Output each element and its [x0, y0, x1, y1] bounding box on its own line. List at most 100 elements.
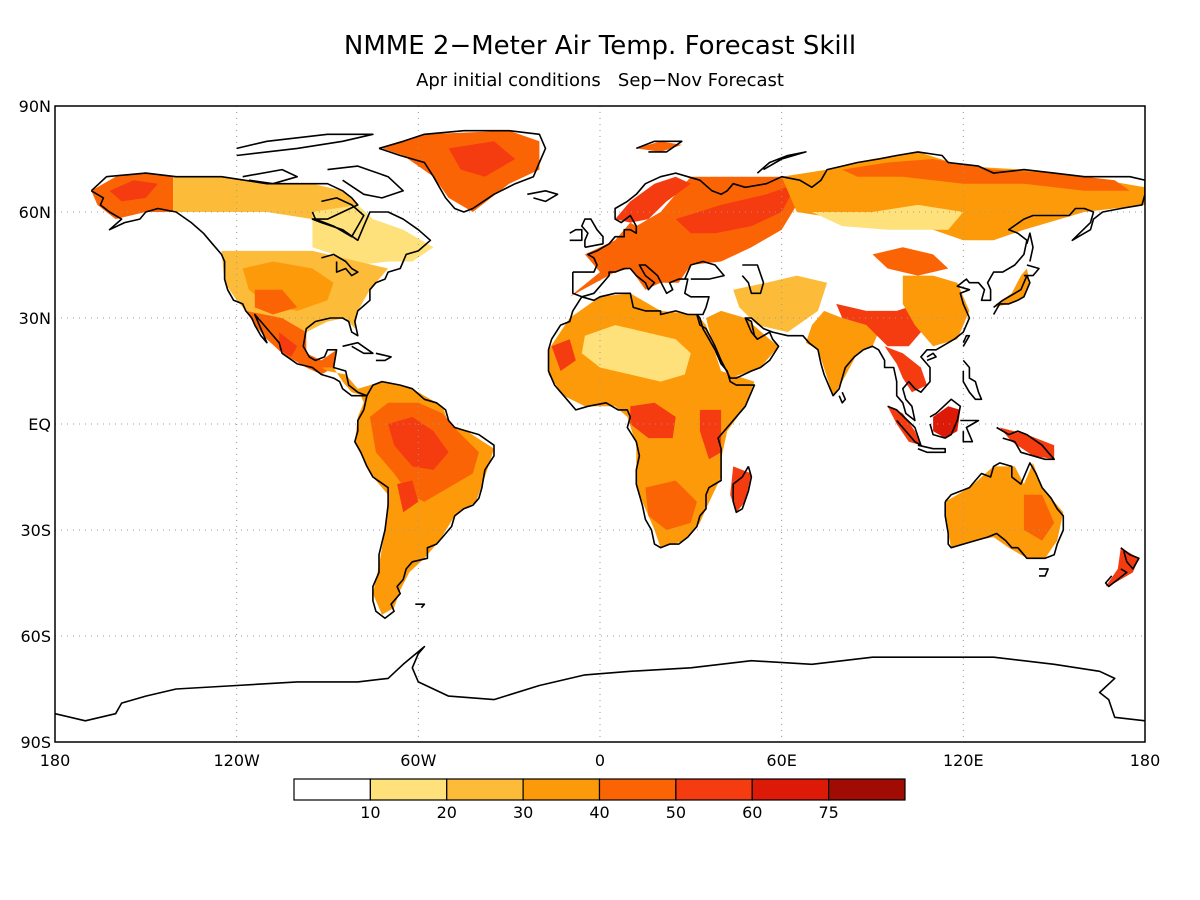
coastline-antarctica: [55, 645, 1145, 722]
legend-label: 20: [437, 803, 457, 822]
skill-region-new-zealand: [1105, 547, 1139, 587]
coastline-africa: [547, 292, 756, 549]
skill-region-madagascar: [730, 466, 752, 513]
skill-region-new-guinea: [999, 427, 1055, 460]
coastline-caspian: [741, 264, 765, 295]
coastline-north-america: [90, 172, 432, 397]
skill-region-svalbard: [636, 141, 682, 152]
coastline-hispaniola: [375, 352, 392, 362]
longitude-tick-labels: 180 120W 60W 0 60E 120E 180: [40, 751, 1161, 770]
skill-region-canada-east: [312, 204, 434, 265]
legend-swatch-1: [369, 778, 448, 801]
skill-region-iran-central-asia: [733, 275, 828, 333]
skill-region-se-asia: [884, 346, 927, 393]
coastline-taiwan: [962, 334, 971, 347]
lat-tick-label: EQ: [28, 415, 51, 434]
coastline-south-america: [353, 380, 495, 620]
legend-label: 30: [513, 803, 533, 822]
coastline-new-zealand-south: [1104, 568, 1128, 588]
legend-swatch-2: [446, 778, 524, 801]
lon-tick-label: 120E: [943, 751, 984, 770]
lon-tick-label: 0: [595, 751, 605, 770]
coastline-novaya-zemlya: [756, 151, 807, 174]
coastline-eurasia: [571, 151, 1145, 422]
coastline-hokkaido: [1023, 264, 1040, 277]
skill-region-scandinavia: [615, 176, 691, 223]
legend-swatch-3: [522, 778, 601, 801]
skill-region-greenland-core: [448, 141, 516, 177]
lat-tick-label: 60N: [19, 203, 51, 222]
legend-swatch-6: [751, 778, 830, 801]
legend-swatch-5: [675, 778, 753, 801]
skill-region-china-east: [902, 275, 970, 347]
coastline-java: [917, 444, 947, 454]
coastline-new-guinea: [996, 426, 1055, 461]
skill-region-canada-north: [173, 176, 358, 220]
lon-tick-label: 180: [1130, 751, 1161, 770]
lon-tick-label: 120W: [213, 751, 260, 770]
coastline-victoria-island: [242, 168, 299, 185]
lat-tick-label: 30S: [20, 521, 51, 540]
skill-region-mexico-core: [279, 332, 298, 357]
coastline-tierra-islands: [415, 603, 426, 609]
legend-label: 60: [742, 803, 762, 822]
coastline-baffin: [327, 165, 405, 199]
lat-tick-label: 30N: [19, 309, 51, 328]
skill-region-himalaya-china: [836, 303, 927, 347]
lon-tick-label: 60E: [766, 751, 796, 770]
lon-tick-label: 60W: [400, 751, 436, 770]
coastline-hainan: [926, 352, 937, 362]
coastline-new-zealand-north: [1120, 547, 1140, 570]
skill-region-alaska-core: [109, 180, 158, 202]
skill-region-amazon-core: [388, 416, 449, 470]
skill-region-siberia-west: [811, 204, 964, 230]
skill-region-south-africa: [645, 480, 697, 530]
legend-swatch-0: [293, 778, 371, 801]
legend-label: 40: [589, 803, 609, 822]
color-legend: 10 20 30 40 50 60 75: [293, 778, 906, 822]
skill-region-australia-east: [1023, 494, 1055, 541]
coastline-sri-lanka: [838, 391, 847, 404]
coastline-great-lakes: [321, 253, 359, 277]
skill-region-siberia-north: [842, 159, 1130, 191]
coastline-hudson-bay: [311, 197, 365, 238]
legend-label: 50: [666, 803, 686, 822]
skill-region-central-africa: [630, 402, 676, 439]
coastline-greenland: [378, 129, 547, 213]
skill-region-malaysia-sumatra: [887, 406, 921, 446]
skill-fill-layer: [91, 130, 1145, 615]
coastline-japan: [992, 274, 1031, 315]
chart-title: NMME 2−Meter Air Temp. Forecast Skill: [344, 31, 856, 61]
skill-region-india: [805, 310, 879, 396]
lat-tick-label: 90S: [20, 733, 51, 752]
coastline-black-sea: [684, 260, 725, 280]
coastline-arabia-gulf: [744, 317, 759, 340]
skill-region-bolivia: [397, 480, 419, 513]
world-map: [55, 106, 1145, 742]
skill-region-west-africa-hot: [551, 339, 576, 371]
coastline-svalbard: [636, 140, 683, 153]
coastline-tasmania: [1039, 568, 1049, 577]
map-frame: [54, 105, 1146, 743]
map-gridlines: [55, 106, 1145, 742]
skill-region-sahara: [581, 325, 691, 382]
coastline-ireland: [569, 228, 583, 242]
coastline-sakhalin: [1026, 232, 1034, 262]
skill-region-arabia: [706, 310, 779, 379]
coastline-layer: [55, 129, 1145, 722]
coastline-borneo: [929, 398, 962, 439]
coastline-madagascar: [732, 466, 753, 514]
skill-region-usa-southwest: [254, 289, 298, 315]
coastline-australia: [944, 462, 1065, 560]
coastline-iceland: [527, 190, 559, 203]
coastline-philippines: [962, 359, 983, 401]
skill-region-mongolia: [872, 247, 949, 276]
skill-region-russia-belt: [675, 183, 797, 234]
latitude-tick-labels: 90N 60N 30N EQ 30S 60S 90S: [19, 97, 51, 752]
lon-tick-label: 180: [40, 751, 71, 770]
chart-subtitle: Apr initial conditions Sep−Nov Forecast: [416, 70, 784, 91]
coastline-sulawesi: [960, 419, 980, 443]
lat-tick-label: 90N: [19, 97, 51, 116]
legend-swatch-4: [598, 778, 677, 801]
